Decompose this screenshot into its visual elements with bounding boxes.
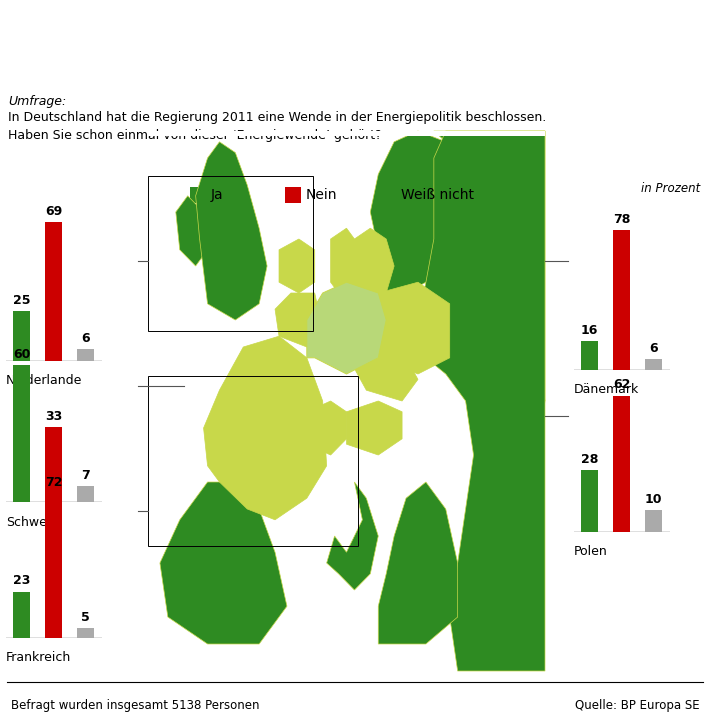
Polygon shape <box>366 131 545 455</box>
Polygon shape <box>331 228 362 304</box>
Bar <box>380 187 396 203</box>
Bar <box>45 493 62 638</box>
Text: 6: 6 <box>649 342 658 355</box>
Text: 5: 5 <box>81 611 90 623</box>
Text: Umfrage:: Umfrage: <box>8 95 66 108</box>
Bar <box>148 376 358 546</box>
Bar <box>613 230 630 370</box>
Bar <box>13 591 31 638</box>
Text: 10: 10 <box>645 493 662 505</box>
Polygon shape <box>378 282 449 374</box>
Polygon shape <box>279 239 315 293</box>
Bar <box>285 187 301 203</box>
Polygon shape <box>327 482 378 590</box>
Text: in Prozent: in Prozent <box>640 182 700 195</box>
Text: Niederlande: Niederlande <box>6 375 82 388</box>
Bar <box>77 628 94 638</box>
Text: 16: 16 <box>581 324 599 337</box>
Text: Frankreich: Frankreich <box>6 651 71 664</box>
Text: 33: 33 <box>45 410 62 423</box>
Polygon shape <box>434 131 545 401</box>
Polygon shape <box>176 196 207 266</box>
Polygon shape <box>378 482 458 644</box>
Bar <box>148 131 545 671</box>
Text: 28: 28 <box>581 453 599 466</box>
Text: Nein: Nein <box>306 189 337 202</box>
Text: 69: 69 <box>45 205 62 218</box>
Polygon shape <box>204 336 327 520</box>
Bar <box>581 341 599 370</box>
Bar <box>148 176 313 331</box>
Text: 72: 72 <box>45 476 62 489</box>
Bar <box>581 470 599 532</box>
Polygon shape <box>160 482 287 644</box>
Polygon shape <box>307 282 386 374</box>
Bar <box>645 359 662 370</box>
Bar <box>645 510 662 532</box>
Text: 62: 62 <box>613 378 630 391</box>
Bar <box>190 187 206 203</box>
Polygon shape <box>354 228 394 304</box>
Text: Befragt wurden insgesamt 5138 Personen: Befragt wurden insgesamt 5138 Personen <box>11 698 259 711</box>
Text: 23: 23 <box>13 574 31 587</box>
Text: Dänemark: Dänemark <box>574 383 639 396</box>
Bar <box>13 311 31 362</box>
Bar <box>45 427 62 502</box>
Text: 60: 60 <box>13 348 31 361</box>
Text: 6: 6 <box>81 332 90 345</box>
Bar <box>77 349 94 362</box>
Bar <box>13 365 31 502</box>
Polygon shape <box>307 401 346 455</box>
Bar <box>613 395 630 532</box>
Polygon shape <box>418 131 545 671</box>
Polygon shape <box>275 293 322 347</box>
Text: In Deutschland hat die Regierung 2011 eine Wende in der Energiepolitik beschloss: In Deutschland hat die Regierung 2011 ei… <box>8 111 546 142</box>
Text: 25: 25 <box>13 294 31 307</box>
Text: 78: 78 <box>613 213 630 226</box>
Bar <box>148 131 545 136</box>
Bar <box>45 223 62 362</box>
Text: Energiewende: Energiewende <box>13 20 346 62</box>
Polygon shape <box>354 358 418 401</box>
Polygon shape <box>346 401 402 455</box>
Text: Weiß nicht: Weiß nicht <box>401 189 474 202</box>
Bar <box>77 487 94 502</box>
Text: Ja: Ja <box>211 189 224 202</box>
Text: Polen: Polen <box>574 545 608 558</box>
Text: Quelle: BP Europa SE: Quelle: BP Europa SE <box>574 698 699 711</box>
Text: 7: 7 <box>81 469 90 482</box>
Text: Schweiz: Schweiz <box>6 515 57 529</box>
Polygon shape <box>196 142 267 320</box>
